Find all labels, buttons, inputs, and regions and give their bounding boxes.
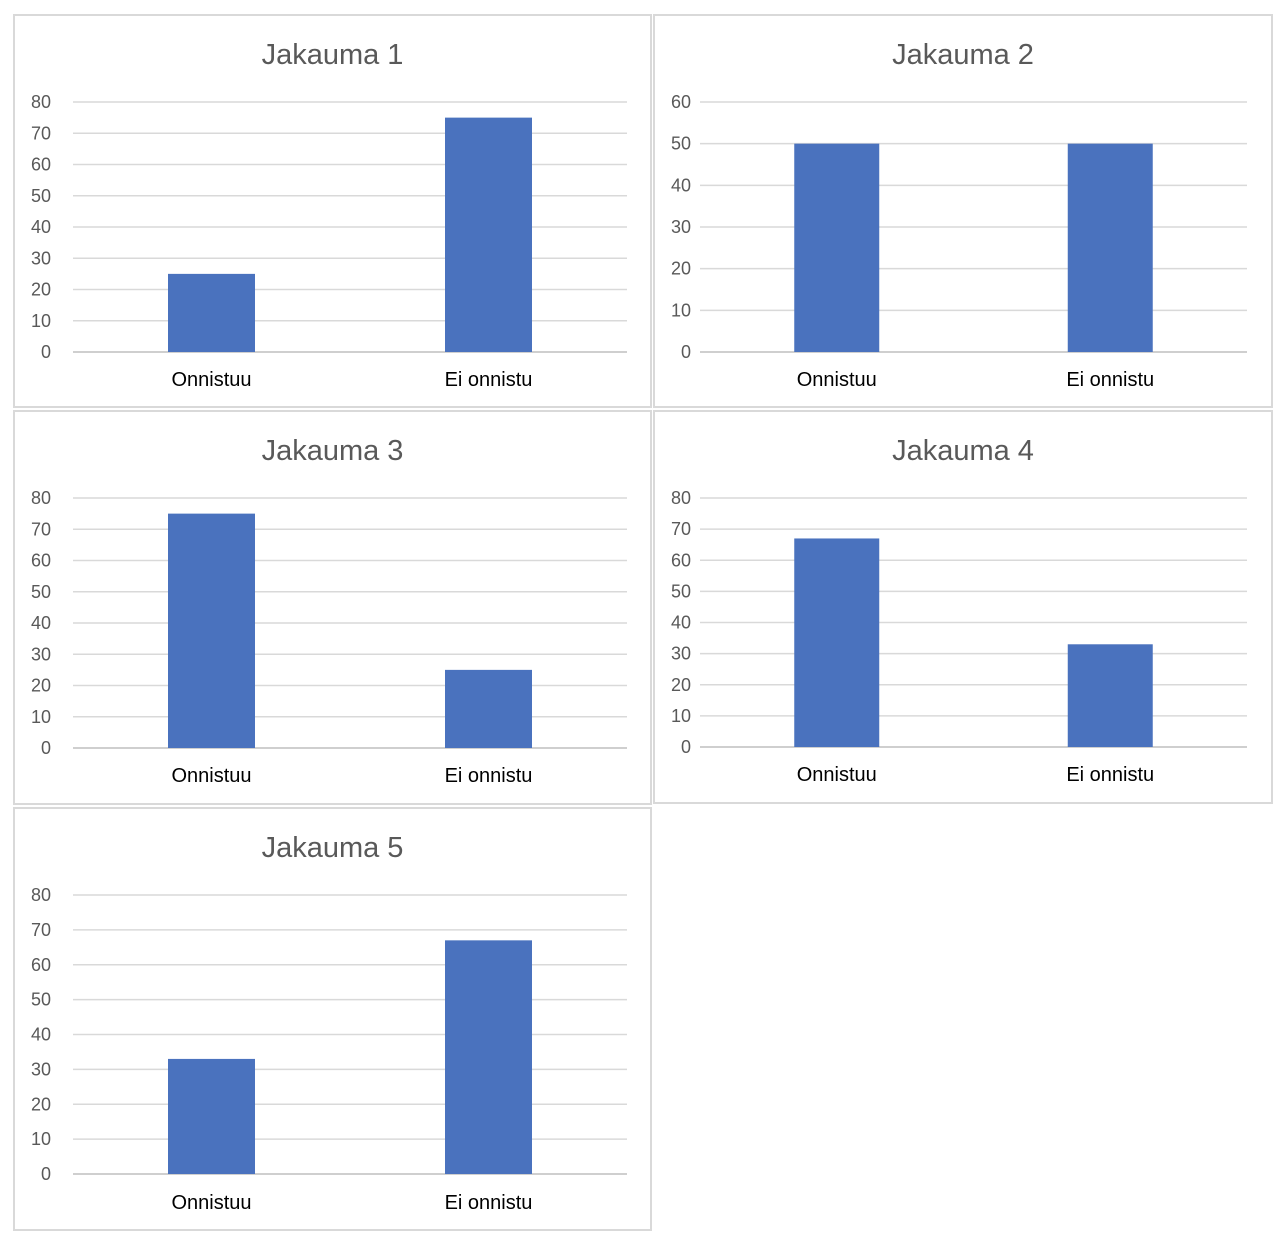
bar-ei-onnistu [445,117,532,352]
chart-5: Jakauma 5 0 10 20 30 40 50 60 70 80 Onnistuu Ei onn… [31,832,627,1214]
y-tick-label: 70 [671,519,691,539]
y-tick-label: 80 [31,92,51,112]
category-label: Onnistuu [171,369,251,391]
y-tick-label: 70 [31,920,51,940]
y-tick-label: 0 [41,1164,51,1184]
bar-onnistuu [794,538,880,747]
y-tick-label: 10 [31,707,51,727]
y-tick-label: 50 [31,990,51,1010]
chart-2: Jakauma 2 0 10 20 30 40 50 60 Onnistuu Ei onnistu [671,39,1247,391]
category-label: Onnistuu [171,765,251,787]
y-tick-label: 20 [31,280,51,300]
y-tick-label: 20 [31,1094,51,1114]
y-tick-label: 60 [31,155,51,175]
category-label: Onnistuu [797,369,877,391]
bar-ei-onnistu [1067,143,1153,352]
y-tick-label: 30 [671,644,691,664]
y-tick-label: 0 [41,738,51,758]
chart-panel-2: Jakauma 2 0 10 20 30 40 50 60 Onnistuu Ei onnistu [653,14,1273,408]
bar-onnistuu [168,1058,255,1174]
bar-ei-onnistu [445,669,532,748]
bar-onnistuu [168,513,255,748]
y-tick-label: 60 [671,550,691,570]
category-label: Onnistuu [797,764,877,786]
y-tick-label: 60 [31,551,51,571]
category-label: Ei onnistu [1066,764,1154,786]
y-tick-label: 10 [31,1129,51,1149]
y-tick-label: 40 [671,613,691,633]
bar-onnistuu [794,143,880,352]
category-label: Ei onnistu [1066,369,1154,391]
category-label: Ei onnistu [445,369,533,391]
chart-1: Jakauma 1 0 10 20 30 40 50 60 70 80 Onnistuu Ei onn… [31,39,627,391]
y-tick-label: 20 [31,676,51,696]
y-tick-label: 10 [31,311,51,331]
y-tick-label: 70 [31,519,51,539]
y-tick-label: 40 [31,613,51,633]
y-tick-label: 20 [671,675,691,695]
y-tick-label: 50 [31,582,51,602]
y-tick-label: 10 [671,300,691,320]
category-label: Ei onnistu [445,765,533,787]
chart-title: Jakauma 5 [262,832,404,864]
y-tick-label: 50 [31,186,51,206]
y-tick-label: 10 [671,706,691,726]
y-tick-label: 0 [681,737,691,757]
category-label: Onnistuu [171,1192,251,1214]
chart-panel-5: Jakauma 5 0 10 20 30 40 50 60 70 80 Onnistuu Ei onn… [13,807,652,1231]
y-tick-label: 60 [31,955,51,975]
y-tick-label: 30 [31,248,51,268]
y-tick-label: 80 [31,488,51,508]
y-tick-label: 70 [31,123,51,143]
chart-title: Jakauma 1 [262,39,404,71]
y-tick-label: 80 [671,488,691,508]
category-label: Ei onnistu [445,1192,533,1214]
y-tick-label: 60 [671,92,691,112]
y-tick-label: 30 [31,644,51,664]
bar-ei-onnistu [1067,644,1153,747]
y-tick-label: 0 [681,342,691,362]
chart-4: Jakauma 4 0 10 20 30 40 50 60 70 80 Onnistuu Ei onn… [671,435,1247,786]
y-tick-label: 30 [31,1059,51,1079]
y-tick-label: 40 [31,1025,51,1045]
chart-title: Jakauma 2 [892,39,1034,71]
chart-panel-4: Jakauma 4 0 10 20 30 40 50 60 70 80 Onnistuu Ei onn… [653,410,1273,804]
chart-3: Jakauma 3 0 10 20 30 40 50 60 70 80 Onnistuu Ei onn… [31,435,627,787]
bar-onnistuu [168,273,255,352]
y-tick-label: 50 [671,581,691,601]
y-tick-label: 50 [671,134,691,154]
chart-panel-3: Jakauma 3 0 10 20 30 40 50 60 70 80 Onnistuu Ei onn… [13,410,652,805]
y-tick-label: 80 [31,885,51,905]
y-tick-label: 30 [671,217,691,237]
chart-title: Jakauma 4 [892,435,1034,467]
chart-title: Jakauma 3 [262,435,404,467]
chart-panel-1: Jakauma 1 0 10 20 30 40 50 60 70 80 Onnistuu Ei onn… [13,14,652,408]
y-tick-label: 40 [671,175,691,195]
y-tick-label: 0 [41,342,51,362]
bar-ei-onnistu [445,940,532,1174]
y-tick-label: 40 [31,217,51,237]
y-tick-label: 20 [671,259,691,279]
